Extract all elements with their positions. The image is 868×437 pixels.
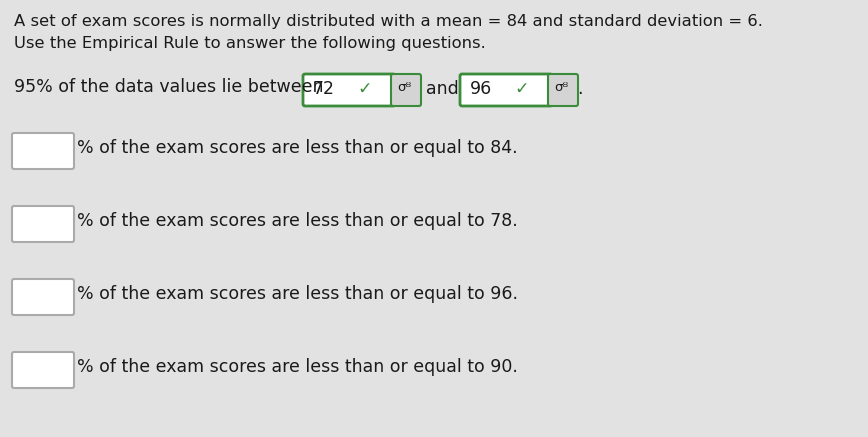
Text: σᴽ: σᴽ [397, 81, 411, 94]
Text: Use the Empirical Rule to answer the following questions.: Use the Empirical Rule to answer the fol… [14, 36, 486, 51]
FancyBboxPatch shape [303, 74, 395, 106]
Text: ✓: ✓ [514, 80, 529, 98]
FancyBboxPatch shape [12, 133, 74, 169]
Text: 72: 72 [313, 80, 335, 98]
Text: % of the exam scores are less than or equal to 84.: % of the exam scores are less than or eq… [77, 139, 517, 157]
FancyBboxPatch shape [12, 352, 74, 388]
FancyBboxPatch shape [12, 206, 74, 242]
Text: ✓: ✓ [357, 80, 372, 98]
Text: .: . [577, 80, 582, 98]
FancyBboxPatch shape [391, 74, 421, 106]
Text: 95% of the data values lie between: 95% of the data values lie between [14, 78, 324, 96]
Text: 96: 96 [470, 80, 492, 98]
Text: A set of exam scores is normally distributed with a mean = 84 and standard devia: A set of exam scores is normally distrib… [14, 14, 763, 29]
Text: % of the exam scores are less than or equal to 90.: % of the exam scores are less than or eq… [77, 358, 518, 376]
Text: and: and [426, 80, 459, 98]
FancyBboxPatch shape [460, 74, 552, 106]
FancyBboxPatch shape [12, 279, 74, 315]
FancyBboxPatch shape [548, 74, 578, 106]
Text: % of the exam scores are less than or equal to 78.: % of the exam scores are less than or eq… [77, 212, 517, 230]
Text: σᴽ: σᴽ [554, 81, 569, 94]
Text: % of the exam scores are less than or equal to 96.: % of the exam scores are less than or eq… [77, 285, 518, 303]
